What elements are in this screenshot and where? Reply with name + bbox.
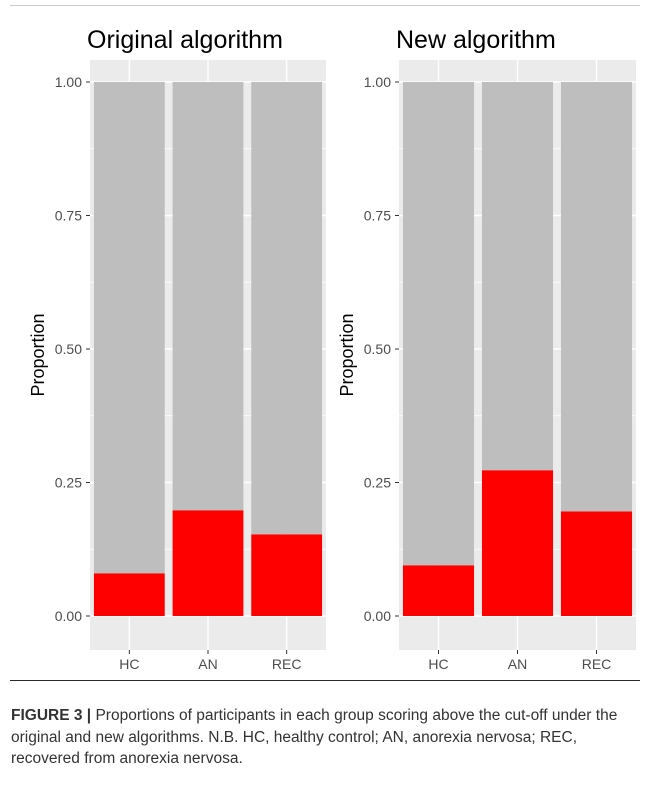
- y-tick-label-1-3: 0.75: [364, 208, 391, 224]
- figure-charts: 0.00 0.25 0.50 0.75 1.00 HC AN REC Original algo…: [28, 26, 636, 672]
- bar-1-HC-segment-1: [402, 82, 475, 566]
- bar-0-AN-segment-0: [172, 510, 244, 616]
- bar-1-AN-segment-1: [481, 82, 554, 471]
- x-tick-label-1-HC: HC: [428, 656, 448, 672]
- bar-0-HC-segment-0: [93, 573, 165, 616]
- y-tick-label-1-1: 0.25: [364, 475, 391, 491]
- y-tick-label-0-2: 0.50: [55, 341, 82, 357]
- y-axis-label-1: Proportion: [337, 313, 357, 396]
- caption-divider: [10, 680, 640, 681]
- y-tick-label-0-1: 0.25: [55, 475, 82, 491]
- top-rule: [10, 5, 640, 6]
- x-tick-label-0-AN: AN: [198, 656, 217, 672]
- bar-1-REC-segment-0: [560, 511, 633, 616]
- x-tick-label-0-REC: REC: [272, 656, 302, 672]
- y-tick-label-1-0: 0.00: [364, 608, 391, 624]
- y-tick-label-0-4: 1.00: [55, 74, 82, 90]
- bar-0-AN-segment-1: [172, 82, 244, 511]
- bar-0-HC-segment-1: [93, 82, 165, 574]
- bar-0-REC-segment-0: [251, 534, 323, 616]
- y-axis-label-0: Proportion: [28, 313, 48, 396]
- y-tick-label-0-3: 0.75: [55, 208, 82, 224]
- bar-1-REC-segment-1: [560, 82, 633, 512]
- figure-label: FIGURE 3 |: [11, 707, 92, 724]
- bar-1-AN-segment-0: [481, 470, 554, 616]
- chart-title-0: Original algorithm: [87, 26, 283, 54]
- figure-caption: FIGURE 3 | Proportions of participants i…: [11, 705, 636, 770]
- bar-0-REC-segment-1: [251, 82, 323, 535]
- x-tick-label-0-HC: HC: [119, 656, 139, 672]
- y-tick-label-0-0: 0.00: [55, 608, 82, 624]
- x-tick-label-1-AN: AN: [508, 656, 527, 672]
- y-tick-label-1-2: 0.50: [364, 341, 391, 357]
- y-tick-label-1-4: 1.00: [364, 74, 391, 90]
- x-tick-label-1-REC: REC: [582, 656, 612, 672]
- bar-1-HC-segment-0: [402, 565, 475, 616]
- caption-text: Proportions of participants in each grou…: [11, 707, 618, 767]
- chart-title-1: New algorithm: [396, 26, 556, 54]
